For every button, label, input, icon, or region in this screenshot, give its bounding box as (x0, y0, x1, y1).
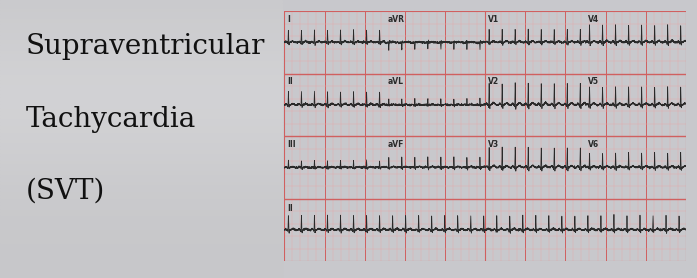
Bar (0, 233, 282, 236)
Text: V4: V4 (588, 15, 599, 24)
Bar (0, 222, 282, 226)
Bar (0, 28, 282, 31)
Bar (0, 63, 282, 66)
Bar (0, 257, 282, 261)
Bar (0, 261, 282, 264)
Bar (0, 108, 282, 111)
Bar (0, 254, 282, 257)
Bar (0, 17, 282, 21)
Bar (0, 219, 282, 222)
Bar (0, 59, 282, 63)
Text: I: I (286, 15, 290, 24)
Bar (0, 236, 282, 240)
Text: V6: V6 (588, 140, 599, 149)
Bar (0, 275, 282, 278)
Bar (0, 49, 282, 52)
Bar (0, 115, 282, 118)
Bar (0, 52, 282, 56)
Bar (0, 153, 282, 156)
Bar (0, 191, 282, 195)
Text: Supraventricular: Supraventricular (25, 33, 265, 60)
Bar (0, 212, 282, 215)
Bar (0, 149, 282, 153)
Bar (0, 156, 282, 160)
Text: V3: V3 (487, 140, 498, 149)
Bar (0, 184, 282, 188)
Bar (0, 198, 282, 202)
Bar (0, 174, 282, 177)
Text: III: III (286, 140, 296, 149)
Bar (0, 143, 282, 146)
Bar (0, 66, 282, 70)
Text: V2: V2 (487, 77, 498, 86)
Bar (0, 128, 282, 132)
Bar (0, 202, 282, 205)
Bar (0, 181, 282, 184)
Bar (0, 125, 282, 128)
Bar (0, 167, 282, 170)
Bar (0, 21, 282, 24)
Bar (0, 45, 282, 49)
Bar (0, 177, 282, 181)
Bar (0, 56, 282, 59)
Bar (0, 90, 282, 94)
Bar (0, 42, 282, 45)
Bar (0, 80, 282, 83)
Bar (0, 208, 282, 212)
Bar (0, 188, 282, 191)
Bar (0, 97, 282, 101)
Bar (0, 163, 282, 167)
Text: V1: V1 (487, 15, 498, 24)
Bar (0, 247, 282, 250)
Bar (0, 4, 282, 7)
Bar (0, 240, 282, 243)
Text: (SVT): (SVT) (25, 178, 105, 205)
Bar (0, 70, 282, 73)
Bar (0, 229, 282, 233)
Bar (0, 122, 282, 125)
Bar (0, 136, 282, 139)
Bar (0, 0, 282, 3)
Bar (0, 243, 282, 247)
Bar (0, 132, 282, 136)
Bar (0, 87, 282, 90)
Bar (0, 195, 282, 198)
Bar (0, 31, 282, 35)
Text: II: II (286, 77, 293, 86)
Bar (0, 170, 282, 174)
Bar (0, 94, 282, 97)
Text: aVF: aVF (387, 140, 404, 149)
Bar (0, 160, 282, 163)
Bar (0, 101, 282, 104)
Bar (0, 73, 282, 76)
Bar (0, 215, 282, 219)
Text: aVL: aVL (387, 77, 403, 86)
Bar (0, 7, 282, 10)
Bar (0, 267, 282, 271)
Bar (0, 139, 282, 142)
Text: Tachycardia: Tachycardia (25, 106, 196, 133)
Bar (0, 111, 282, 115)
Bar (0, 226, 282, 229)
Bar (0, 250, 282, 254)
Bar (0, 11, 282, 14)
Bar (0, 24, 282, 28)
Bar (0, 35, 282, 38)
Text: II: II (286, 204, 293, 213)
Bar (0, 264, 282, 267)
Text: aVR: aVR (387, 15, 404, 24)
Bar (0, 271, 282, 275)
Bar (0, 38, 282, 42)
Bar (0, 83, 282, 87)
Bar (0, 118, 282, 122)
Bar (0, 104, 282, 108)
Bar (0, 76, 282, 80)
Bar (0, 205, 282, 208)
Text: V5: V5 (588, 77, 599, 86)
Bar (0, 14, 282, 17)
Bar (0, 146, 282, 149)
